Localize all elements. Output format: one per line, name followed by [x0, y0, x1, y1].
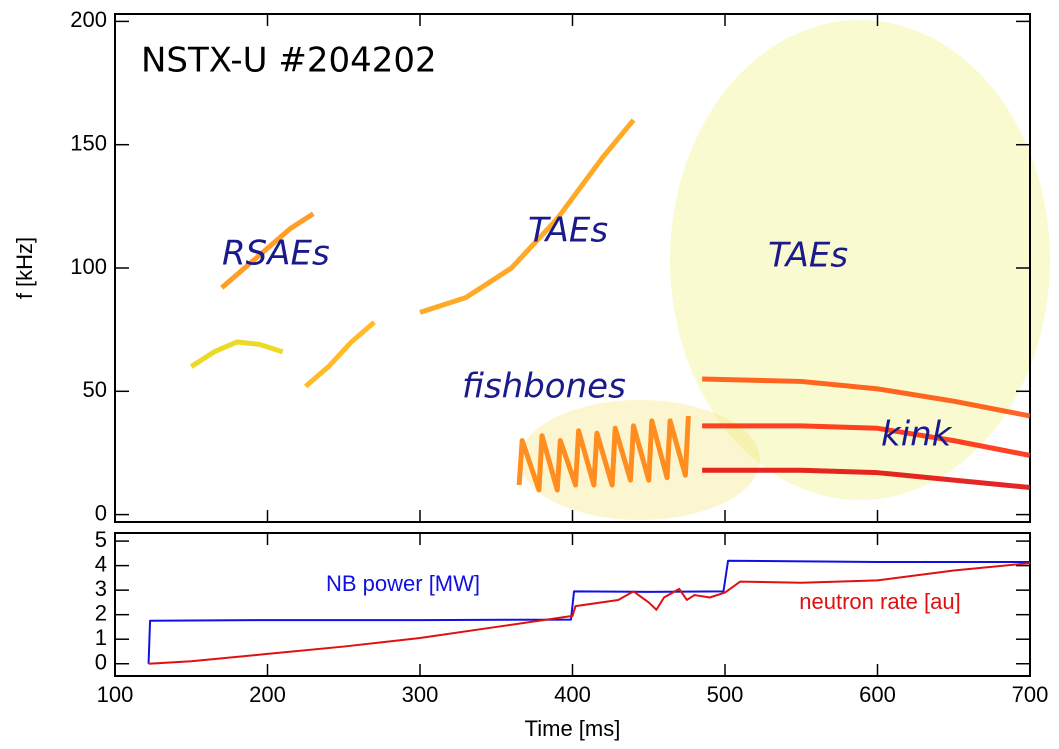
y-tick-label: 200: [70, 7, 107, 32]
y-tick-label: 0: [95, 500, 107, 525]
x-tick-label: 700: [1012, 682, 1049, 707]
series-label: neutron rate [au]: [799, 589, 960, 614]
mode-trace: [303, 320, 376, 389]
x-tick-label: 100: [97, 682, 134, 707]
y-tick-label: 5: [95, 527, 107, 552]
series-label: NB power [MW]: [326, 571, 480, 596]
y-tick-label: 50: [83, 377, 107, 402]
mode-trace: [419, 118, 636, 315]
x-tick-label: 600: [859, 682, 896, 707]
mode-trace: [702, 423, 1031, 458]
annotation: TAEs: [768, 236, 848, 276]
mode-trace: [702, 467, 1031, 490]
x-tick-label: 400: [554, 682, 591, 707]
series-line: [148, 562, 1031, 665]
x-axis-label: Time [ms]: [525, 716, 621, 741]
x-tick-label: 500: [707, 682, 744, 707]
annotation: fishbones: [462, 367, 626, 407]
series-line: [147, 559, 1030, 664]
annotation: RSAEs: [222, 234, 330, 274]
annotation: kink: [881, 415, 953, 455]
y-tick-label: 4: [95, 551, 107, 576]
y-tick-label: 2: [95, 600, 107, 625]
annotation: TAEs: [528, 211, 608, 251]
y-tick-label: 0: [95, 650, 107, 675]
mode-trace: [189, 339, 284, 369]
x-tick-label: 300: [402, 682, 439, 707]
broadband-region: [520, 400, 760, 520]
mode-trace: [516, 415, 691, 493]
mode-trace: [702, 376, 1031, 419]
y-tick-label: 1: [95, 625, 107, 650]
y-tick-label: 3: [95, 576, 107, 601]
x-tick-label: 200: [249, 682, 286, 707]
annotation: NSTX-U #204202: [141, 41, 437, 81]
y-axis-label: f [kHz]: [12, 237, 37, 299]
mode-trace: [220, 211, 315, 290]
y-tick-label: 150: [70, 131, 107, 156]
y-tick-label: 100: [70, 254, 107, 279]
